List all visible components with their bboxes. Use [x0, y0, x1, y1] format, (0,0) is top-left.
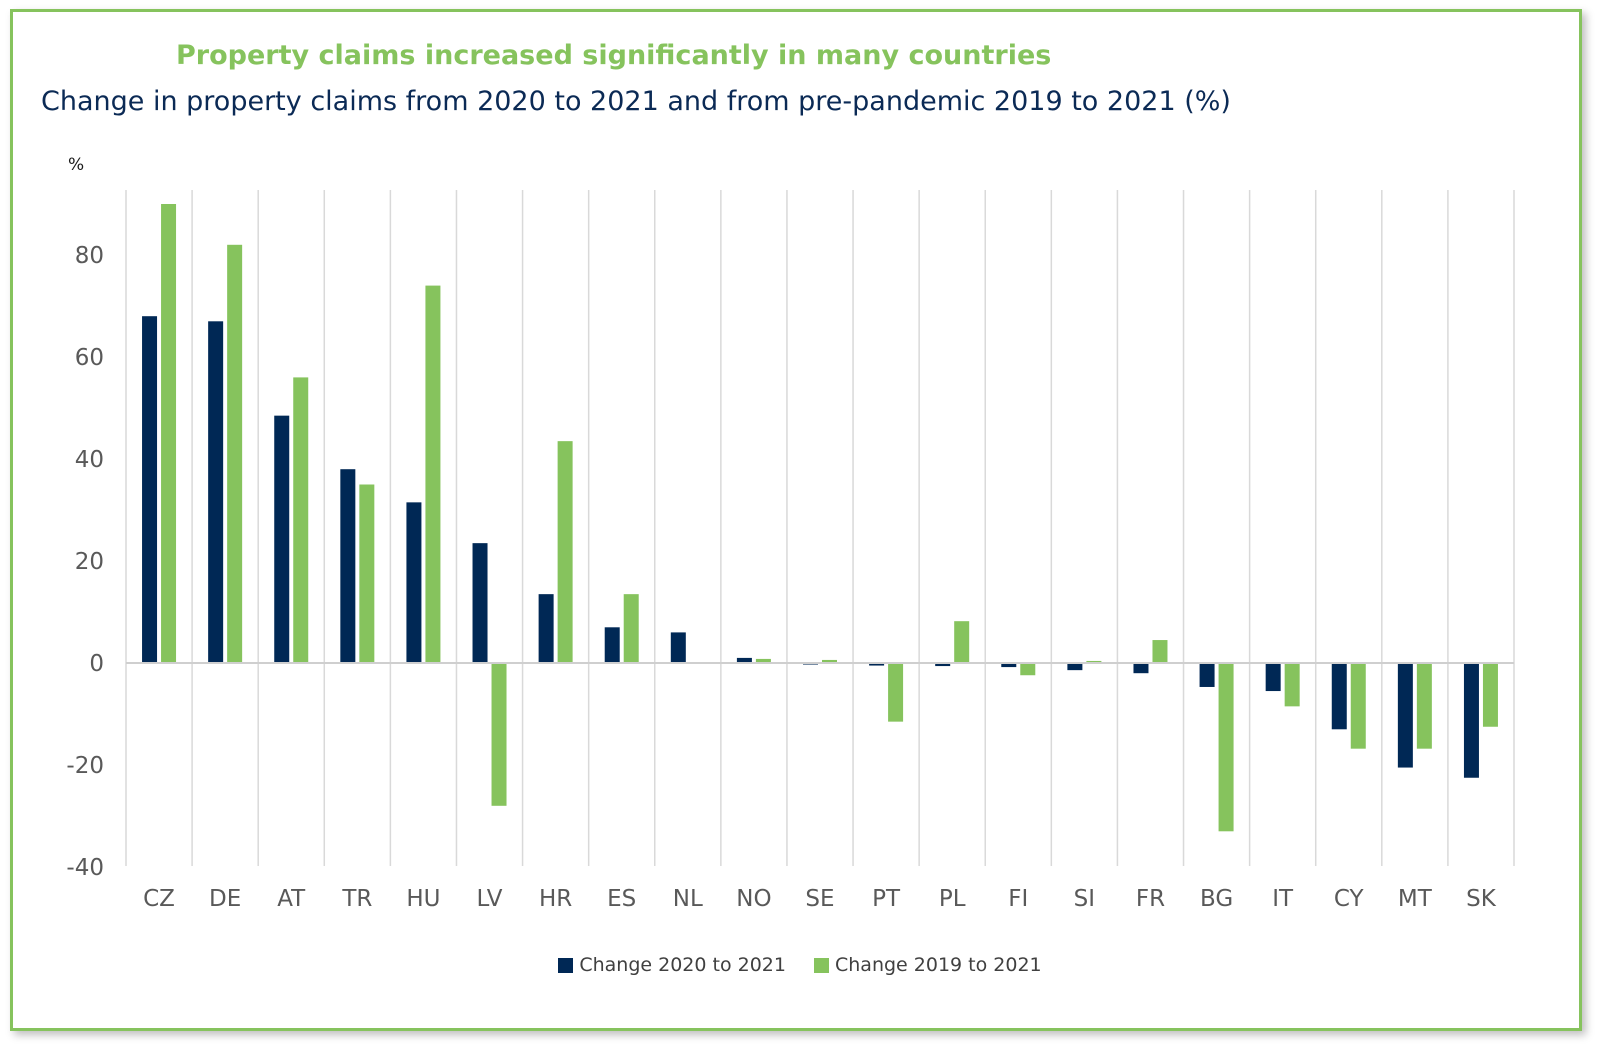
- bar-series-1-lv: [472, 543, 488, 663]
- x-tick-label: SI: [1074, 886, 1095, 912]
- x-tick-label: NO: [736, 886, 771, 912]
- bar-series-1-at: [274, 415, 290, 663]
- bar-series-2-fi: [1020, 663, 1036, 676]
- x-tick-label: BG: [1200, 886, 1233, 912]
- legend-label-series-1: Change 2020 to 2021: [579, 954, 786, 976]
- x-tick-label: MT: [1398, 886, 1433, 912]
- chart-frame: [10, 9, 1582, 1031]
- bar-series-1-fr: [1133, 663, 1149, 674]
- legend-item-series-2: Change 2019 to 2021: [814, 954, 1042, 976]
- bar-series-2-hr: [557, 441, 573, 663]
- bar-series-2-bg: [1218, 663, 1234, 832]
- y-tick-label: -40: [66, 855, 104, 881]
- x-tick-label: AT: [277, 886, 306, 912]
- bar-series-1-tr: [340, 469, 356, 663]
- bar-series-1-si: [1067, 663, 1083, 671]
- bar-series-1-hr: [538, 594, 554, 663]
- bar-series-1-fi: [1001, 663, 1017, 668]
- chart-title: Property claims increased significantly …: [176, 40, 1052, 71]
- y-tick-label: 40: [75, 447, 104, 473]
- bar-series-2-no: [755, 658, 771, 663]
- x-tick-label: FI: [1008, 886, 1028, 912]
- gridlines: [125, 190, 1515, 866]
- bar-series-2-de: [227, 244, 243, 664]
- bar-series-1-de: [208, 321, 224, 663]
- bar-series-2-sk: [1482, 663, 1498, 727]
- legend-item-series-1: Change 2020 to 2021: [558, 954, 786, 976]
- x-tick-label: SK: [1466, 886, 1497, 912]
- bar-series-1-es: [604, 627, 620, 663]
- bar-series-2-cz: [161, 204, 177, 663]
- bar-series-2-fr: [1152, 640, 1168, 663]
- bar-series-1-it: [1265, 663, 1281, 692]
- x-tick-label: IT: [1272, 886, 1294, 912]
- bar-series-2-hu: [425, 285, 441, 663]
- y-tick-label: 60: [75, 345, 104, 371]
- bar-series-2-es: [623, 594, 639, 663]
- x-tick-label: HU: [406, 886, 440, 912]
- chart-subtitle: Change in property claims from 2020 to 2…: [41, 86, 1231, 117]
- x-tick-label: DE: [209, 886, 241, 912]
- bar-series-2-pl: [954, 621, 970, 663]
- x-tick-label: CZ: [143, 886, 175, 912]
- bar-series-1-bg: [1199, 663, 1215, 687]
- bar-series-1-nl: [670, 632, 686, 663]
- bar-series-2-se: [822, 659, 837, 663]
- bar-series-2-mt: [1416, 663, 1432, 749]
- y-axis-unit: %: [68, 155, 84, 175]
- x-tick-label: SE: [805, 886, 834, 912]
- bar-series-1-pt: [869, 663, 885, 666]
- x-tick-label: PL: [939, 886, 966, 912]
- legend-label-series-2: Change 2019 to 2021: [835, 954, 1042, 976]
- bars: [142, 204, 1498, 832]
- bar-series-2-at: [293, 377, 309, 663]
- y-axis-ticks: -40 -20 0 20 40 60 80: [66, 243, 104, 881]
- x-tick-label: NL: [673, 886, 703, 912]
- x-tick-label: TR: [341, 886, 372, 912]
- y-tick-label: 80: [75, 243, 104, 269]
- bar-series-2-lv: [491, 663, 507, 806]
- bar-series-1-mt: [1397, 663, 1413, 768]
- bar-series-1-hu: [406, 502, 422, 663]
- x-tick-label: ES: [607, 886, 636, 912]
- bar-series-1-cy: [1331, 663, 1347, 730]
- x-tick-label: LV: [477, 886, 503, 912]
- legend-swatch-series-1: [558, 957, 574, 973]
- x-tick-label: PT: [872, 886, 901, 912]
- bar-series-2-it: [1284, 663, 1300, 707]
- bar-series-2-cy: [1350, 663, 1366, 749]
- y-tick-label: 0: [89, 651, 104, 677]
- x-tick-label: FR: [1136, 886, 1165, 912]
- legend: Change 2020 to 2021 Change 2019 to 2021: [0, 954, 1600, 976]
- bar-chart: -40 -20 0 20 40 60 80 CZ DE AT TR HU LV HR ES NL NO SE PT…: [66, 155, 1515, 912]
- bar-series-1-no: [736, 657, 752, 663]
- bar-series-1-pl: [935, 663, 951, 667]
- y-tick-label: -20: [66, 753, 104, 779]
- bar-series-1-cz: [142, 316, 158, 663]
- x-tick-label: CY: [1334, 886, 1365, 912]
- legend-swatch-series-2: [814, 957, 829, 973]
- bar-series-2-pt: [888, 663, 904, 722]
- x-tick-label: HR: [539, 886, 572, 912]
- bar-series-2-si: [1086, 660, 1102, 663]
- bar-series-2-tr: [359, 484, 375, 663]
- y-tick-label: 20: [75, 549, 104, 575]
- bar-series-1-sk: [1463, 663, 1479, 778]
- x-axis-ticks: CZ DE AT TR HU LV HR ES NL NO SE PT PL FI SI FR BG IT CY MT…: [143, 886, 1497, 912]
